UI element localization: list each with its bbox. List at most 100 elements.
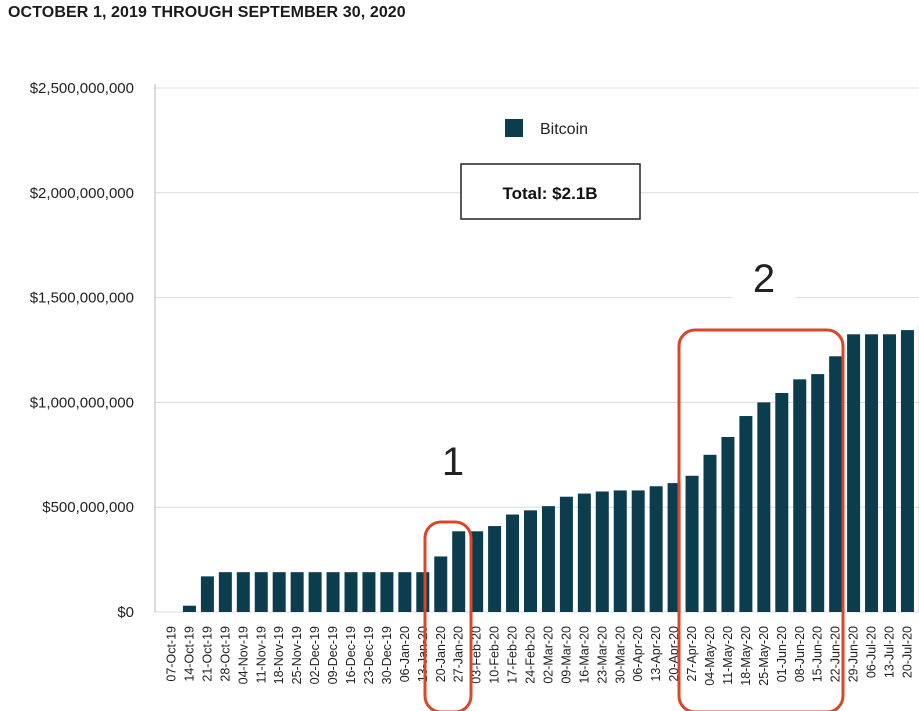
bar bbox=[900, 330, 914, 612]
x-tick-label: 16-Mar-20 bbox=[577, 626, 591, 684]
annotation-number: 2 bbox=[753, 257, 775, 301]
x-tick-label: 08-Jun-20 bbox=[793, 626, 807, 682]
bar bbox=[182, 605, 196, 612]
x-tick-label: 13-Jul-20 bbox=[883, 626, 897, 678]
bar bbox=[685, 475, 699, 612]
bar bbox=[200, 576, 214, 612]
bar bbox=[721, 436, 735, 612]
x-tick-label: 06-Apr-20 bbox=[631, 626, 645, 682]
annotations: 12 bbox=[423, 244, 845, 711]
legend-label-bitcoin: Bitcoin bbox=[540, 121, 588, 138]
x-tick-label: 28-Oct-19 bbox=[218, 626, 232, 682]
x-tick-label: 17-Feb-20 bbox=[506, 626, 520, 684]
x-tick-label: 30-Dec-19 bbox=[380, 626, 394, 684]
bar bbox=[595, 491, 609, 612]
x-tick-label: 03-Feb-20 bbox=[470, 626, 484, 684]
x-tick-label: 01-Jun-20 bbox=[775, 626, 789, 682]
bar bbox=[416, 572, 430, 612]
x-tick-label: 23-Mar-20 bbox=[595, 626, 609, 684]
y-tick-label: $1,500,000,000 bbox=[30, 290, 134, 307]
legend: Bitcoin bbox=[505, 119, 588, 138]
x-tick-label: 18-May-20 bbox=[739, 626, 753, 686]
y-tick-label: $0 bbox=[117, 604, 134, 621]
bar bbox=[847, 334, 861, 612]
x-tick-label: 14-Oct-19 bbox=[182, 626, 196, 682]
bar bbox=[326, 572, 340, 612]
x-tick-label: 09-Dec-19 bbox=[326, 626, 340, 684]
x-tick-label: 11-Nov-19 bbox=[254, 626, 268, 683]
bar bbox=[434, 556, 448, 612]
bar bbox=[865, 334, 879, 612]
x-tick-label: 27-Jan-20 bbox=[452, 626, 466, 682]
x-tick-label: 25-Nov-19 bbox=[290, 626, 304, 684]
bar bbox=[236, 572, 250, 612]
x-tick-label: 27-Apr-20 bbox=[685, 626, 699, 682]
bar bbox=[829, 356, 843, 612]
x-tick-label: 20-Jan-20 bbox=[434, 626, 448, 682]
x-tick-label: 20-Jul-20 bbox=[900, 626, 914, 678]
x-axis-ticks: 07-Oct-19 14-Oct-19 21-Oct-19 28-Oct-19 04-N… bbox=[165, 626, 919, 686]
bar bbox=[577, 493, 591, 612]
x-tick-label: 18-Nov-19 bbox=[272, 626, 286, 684]
bar bbox=[506, 514, 520, 612]
x-tick-label: 10-Feb-20 bbox=[488, 626, 502, 684]
bar bbox=[775, 392, 789, 612]
x-tick-label: 07-Oct-19 bbox=[165, 626, 179, 682]
bar bbox=[380, 572, 394, 612]
bar bbox=[272, 572, 286, 612]
x-tick-label: 16-Dec-19 bbox=[344, 626, 358, 684]
annotation-label-bg bbox=[732, 244, 796, 302]
chart-subtitle: OCTOBER 1, 2019 THROUGH SEPTEMBER 30, 20… bbox=[8, 4, 406, 21]
x-tick-label: 02-Dec-19 bbox=[308, 626, 322, 684]
bar bbox=[883, 334, 896, 612]
x-tick-label: 11-May-20 bbox=[721, 626, 735, 685]
highlight-box bbox=[677, 328, 845, 711]
bar bbox=[649, 486, 663, 612]
bars bbox=[182, 324, 919, 612]
x-tick-label: 21-Oct-19 bbox=[200, 626, 214, 682]
x-tick-label: 15-Jun-20 bbox=[811, 626, 825, 682]
bar bbox=[344, 572, 358, 612]
annotation-number: 1 bbox=[442, 440, 464, 484]
bar bbox=[254, 572, 268, 612]
x-tick-label: 04-Nov-19 bbox=[236, 626, 250, 684]
legend-swatch-bitcoin bbox=[505, 119, 523, 137]
x-tick-label: 09-Mar-20 bbox=[559, 626, 573, 684]
bar bbox=[667, 483, 681, 612]
y-tick-label: $2,000,000,000 bbox=[30, 185, 134, 202]
bar bbox=[793, 379, 807, 612]
x-tick-label: 30-Mar-20 bbox=[613, 626, 627, 684]
bar bbox=[524, 510, 537, 612]
total-box-border bbox=[460, 163, 641, 220]
total-label: Total: $2.1B bbox=[502, 184, 597, 203]
x-tick-label: 13-Apr-20 bbox=[649, 626, 663, 682]
x-tick-label: 25-May-20 bbox=[757, 626, 771, 686]
bar bbox=[218, 572, 232, 612]
bar bbox=[488, 526, 502, 612]
bar bbox=[290, 572, 304, 612]
bar bbox=[613, 490, 627, 612]
x-tick-label: 22-Jun-20 bbox=[829, 626, 843, 682]
highlight-box bbox=[423, 520, 473, 711]
x-tick-label: 23-Dec-19 bbox=[362, 626, 376, 684]
x-tick-label: 29-Jun-20 bbox=[847, 626, 861, 682]
x-tick-label: 06-Jan-20 bbox=[398, 626, 412, 682]
bar bbox=[470, 531, 484, 612]
bar bbox=[811, 374, 825, 612]
bar bbox=[398, 572, 412, 612]
bar bbox=[757, 402, 771, 612]
x-tick-label: 04-May-20 bbox=[703, 626, 717, 686]
bar bbox=[739, 416, 753, 612]
y-tick-label: $500,000,000 bbox=[42, 499, 134, 516]
bar bbox=[452, 531, 466, 612]
y-tick-label: $2,500,000,000 bbox=[30, 80, 134, 97]
bar bbox=[559, 496, 573, 612]
bar bbox=[362, 572, 376, 612]
x-tick-label: 06-Jul-20 bbox=[865, 626, 879, 678]
x-tick-label: 24-Feb-20 bbox=[524, 626, 538, 684]
x-tick-label: 02-Mar-20 bbox=[541, 626, 555, 684]
bar bbox=[631, 490, 645, 612]
y-axis-ticks: $0 $500,000,000 $1,000,000,000 $1,500,000,0… bbox=[30, 80, 134, 621]
x-tick-label: 13-Jan-20 bbox=[416, 626, 430, 682]
